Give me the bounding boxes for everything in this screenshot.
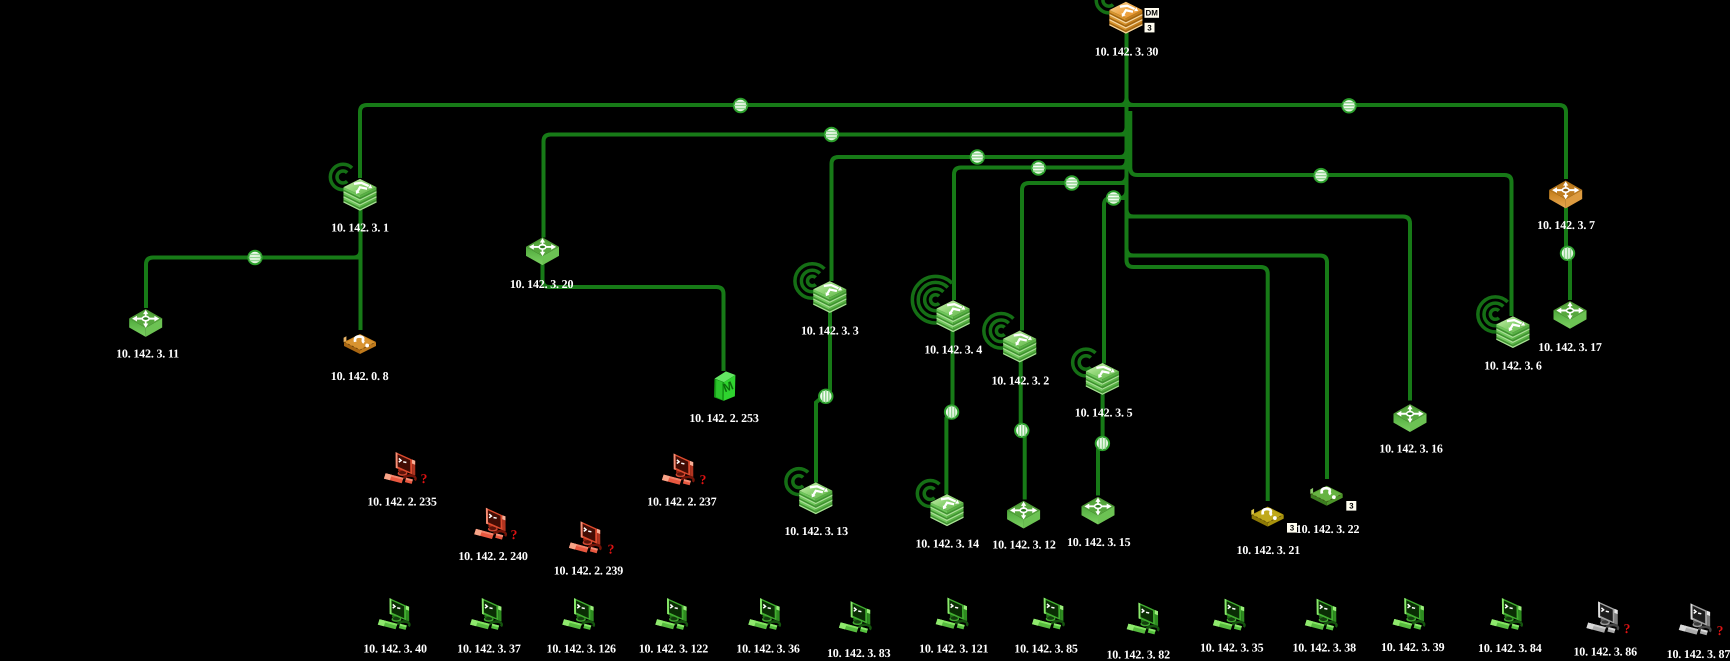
svg-text:10. 142. 2. 235: 10. 142. 2. 235 [367,494,436,508]
svg-text:10. 142. 3. 13: 10. 142. 3. 13 [784,524,848,538]
svg-text:10. 142. 3. 37: 10. 142. 3. 37 [457,642,521,656]
svg-text:10. 142. 3. 126: 10. 142. 3. 126 [547,642,616,656]
svg-text:10. 142. 3. 3: 10. 142. 3. 3 [801,324,859,338]
svg-text:10. 142. 3. 4: 10. 142. 3. 4 [924,342,982,356]
svg-text:10. 142. 3. 39: 10. 142. 3. 39 [1381,640,1445,654]
svg-text:10. 142. 3. 83: 10. 142. 3. 83 [827,646,891,660]
svg-text:10. 142. 3. 121: 10. 142. 3. 121 [919,642,988,656]
svg-text:10. 142. 3. 86: 10. 142. 3. 86 [1573,645,1637,659]
svg-text:10. 142. 3. 5: 10. 142. 3. 5 [1075,406,1133,420]
svg-text:10. 142. 3. 21: 10. 142. 3. 21 [1237,543,1301,557]
svg-text:3: 3 [1147,23,1152,32]
svg-text:?: ? [608,542,615,557]
svg-text:10. 142. 3. 14: 10. 142. 3. 14 [915,537,979,551]
svg-text:?: ? [1624,621,1631,636]
svg-text:10. 142. 3. 2: 10. 142. 3. 2 [991,373,1049,387]
svg-text:10. 142. 3. 87: 10. 142. 3. 87 [1667,647,1730,661]
svg-text:10. 142. 2. 237: 10. 142. 2. 237 [647,495,716,509]
svg-text:?: ? [700,472,707,487]
svg-text:?: ? [421,471,428,486]
svg-text:DM: DM [1145,9,1158,18]
svg-text:3: 3 [1290,524,1295,533]
svg-text:10. 142. 2. 239: 10. 142. 2. 239 [554,564,623,578]
svg-text:10. 142. 2. 240: 10. 142. 2. 240 [458,549,527,563]
svg-text:3: 3 [1349,502,1354,511]
svg-text:10. 142. 0. 8: 10. 142. 0. 8 [331,369,389,383]
svg-text:10. 142. 3. 122: 10. 142. 3. 122 [639,642,708,656]
svg-text:10. 142. 3. 38: 10. 142. 3. 38 [1292,641,1356,655]
svg-text:10. 142. 3. 7: 10. 142. 3. 7 [1537,218,1595,232]
svg-text:10. 142. 3. 12: 10. 142. 3. 12 [992,538,1056,552]
svg-text:10. 142. 3. 36: 10. 142. 3. 36 [736,642,800,656]
svg-text:10. 142. 3. 22: 10. 142. 3. 22 [1296,522,1360,536]
svg-text:10. 142. 3. 1: 10. 142. 3. 1 [331,221,389,235]
svg-text:?: ? [1717,623,1724,638]
svg-text:10. 142. 3. 15: 10. 142. 3. 15 [1067,535,1131,549]
svg-text:10. 142. 2. 253: 10. 142. 2. 253 [689,411,758,425]
svg-text:?: ? [511,527,518,542]
svg-text:10. 142. 3. 17: 10. 142. 3. 17 [1538,340,1602,354]
svg-text:10. 142. 3. 6: 10. 142. 3. 6 [1484,359,1542,373]
svg-text:10. 142. 3. 40: 10. 142. 3. 40 [363,642,427,656]
svg-text:10. 142. 3. 85: 10. 142. 3. 85 [1014,642,1078,656]
svg-text:10. 142. 3. 30: 10. 142. 3. 30 [1095,44,1159,58]
svg-text:10. 142. 3. 20: 10. 142. 3. 20 [510,277,574,291]
svg-text:10. 142. 3. 84: 10. 142. 3. 84 [1478,641,1542,655]
svg-text:10. 142. 3. 35: 10. 142. 3. 35 [1200,641,1264,655]
svg-text:10. 142. 3. 11: 10. 142. 3. 11 [116,347,179,361]
svg-text:10. 142. 3. 16: 10. 142. 3. 16 [1379,442,1443,456]
svg-text:10. 142. 3. 82: 10. 142. 3. 82 [1106,648,1170,661]
